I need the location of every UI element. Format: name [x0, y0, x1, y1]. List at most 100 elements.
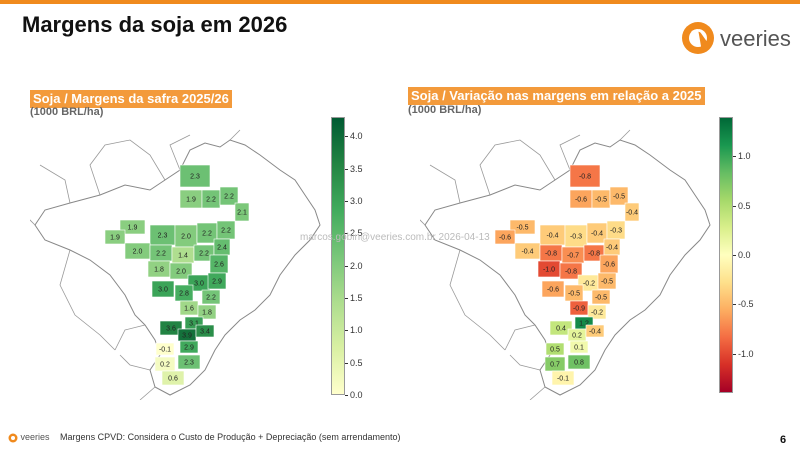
region-value-label: 3.4	[200, 329, 210, 336]
region-value-label: -1.0	[543, 267, 555, 274]
map-region: -0.6	[569, 189, 593, 209]
scale-tick-label: 1.5	[350, 293, 363, 304]
watermark-text: marcos.gobin@veeries.com.br 2026-04-13	[300, 232, 490, 243]
map-region: 0.4	[549, 320, 573, 336]
region-value-label: -0.6	[547, 287, 559, 294]
right-color-scale	[719, 117, 733, 393]
region-value-label: -0.8	[565, 269, 577, 276]
left-map-title: Soja / Margens da safra 2025/26	[30, 90, 232, 108]
map-region: 0.5	[545, 342, 565, 356]
region-value-label: -0.4	[589, 329, 601, 336]
scale-tick-label: 3.5	[350, 163, 363, 174]
map-region: -0.1	[551, 370, 575, 386]
scale-tick-label: 1.0	[738, 151, 751, 162]
scale-tick-mark	[345, 201, 348, 203]
right-map-unit: (1000 BRL/ha)	[408, 104, 482, 116]
region-value-label: -0.4	[626, 210, 638, 217]
scale-tick-label: 0.0	[738, 250, 751, 260]
region-fill	[509, 219, 536, 235]
region-fill	[179, 164, 211, 188]
region-value-label: -0.8	[579, 174, 591, 181]
region-value-label: 2.2	[156, 251, 166, 258]
map-region: 2.2	[201, 289, 221, 305]
region-value-label: 3.0	[158, 287, 168, 294]
region-fill	[195, 324, 215, 338]
scale-tick-mark	[345, 395, 348, 396]
map-region: -0.5	[564, 284, 584, 302]
region-value-label: 3.6	[166, 326, 176, 333]
scale-tick-mark	[345, 136, 348, 138]
region-value-label: 0.4	[556, 326, 566, 333]
region-value-label: -0.5	[595, 197, 607, 204]
region-value-label: 1.9	[128, 225, 138, 232]
map-region: 1.4	[171, 246, 195, 264]
country-border-line	[30, 139, 166, 226]
map-region: 2.0	[169, 262, 193, 280]
region-value-label: 1.4	[178, 253, 188, 260]
map-region: -0.6	[599, 254, 619, 274]
map-region: 2.6	[209, 254, 229, 274]
region-value-label: 2.4	[217, 245, 227, 252]
scale-tick-label: -0.5	[738, 299, 754, 310]
scale-tick-mark	[733, 353, 736, 355]
scale-tick-label: 0.5	[738, 200, 751, 211]
country-border-line	[114, 324, 156, 400]
region-value-label: 2.8	[179, 291, 189, 298]
scale-tick-label: 4.0	[350, 131, 363, 142]
right-choropleth-map: -0.8-0.6 -0.5 -0.5-0.4-0.5-0.6 -0.4 -0.3 -0.4…	[420, 129, 711, 400]
region-value-label: 1.2	[579, 321, 589, 328]
map-region: 1.9	[179, 189, 203, 209]
map-region: -1.0	[537, 260, 561, 278]
region-value-label: 3.9	[182, 333, 192, 340]
region-value-label: 0.5	[550, 347, 560, 354]
page-title: Margens da soja em 2026	[22, 12, 288, 37]
region-fill	[159, 320, 183, 336]
region-fill	[494, 229, 516, 245]
page-number: 6	[780, 434, 787, 446]
map-region: -0.4	[539, 224, 566, 246]
region-fill	[569, 340, 589, 354]
map-region: -0.5	[591, 289, 611, 305]
map-region: 0.7	[544, 356, 566, 372]
region-value-label: 3.1	[189, 321, 199, 328]
region-value-label: 0.1	[574, 345, 584, 352]
left-map-unit: (1000 BRL/ha)	[30, 106, 104, 118]
scale-tick-mark	[733, 156, 736, 158]
scale-tick-label: 0.5	[350, 357, 363, 368]
region-fill	[179, 340, 199, 354]
map-region: 1.9	[104, 229, 126, 245]
country-border-line	[504, 324, 546, 400]
region-value-label: -0.4	[546, 233, 558, 240]
scale-tick-mark	[345, 233, 348, 235]
region-value-label: 0.2	[160, 362, 170, 369]
map-region: -0.8	[559, 262, 583, 280]
region-fill	[551, 370, 575, 386]
region-value-label: -0.4	[521, 249, 533, 256]
country-border-line	[559, 129, 631, 171]
region-fill	[104, 229, 126, 245]
map-region: 2.2	[149, 244, 173, 262]
region-value-label: -0.5	[568, 291, 580, 298]
scale-tick-mark	[345, 265, 348, 267]
scale-tick-label: 2.0	[350, 260, 363, 271]
map-region: 3.6	[159, 320, 183, 336]
map-region: -0.4	[585, 324, 605, 338]
region-value-label: 2.3	[190, 174, 200, 181]
region-value-label: 1.8	[154, 267, 164, 274]
region-fill	[569, 164, 601, 188]
region-fill	[151, 280, 175, 298]
region-value-label: 0.8	[574, 360, 584, 367]
map-region: 2.3	[177, 354, 201, 370]
scale-tick-mark	[733, 255, 736, 256]
region-value-label: 1.9	[110, 235, 120, 242]
region-value-label: -0.6	[575, 197, 587, 204]
map-region: -0.4	[514, 242, 541, 260]
region-value-label: 2.2	[199, 251, 209, 258]
scale-tick-label: 3.0	[350, 196, 363, 207]
region-value-label: 2.9	[212, 279, 222, 286]
map-region: 0.1	[569, 340, 589, 354]
region-value-label: -0.9	[573, 306, 585, 313]
region-fill	[197, 304, 217, 320]
region-value-label: 1.6	[184, 306, 194, 313]
region-value-label: 0.7	[550, 362, 560, 369]
